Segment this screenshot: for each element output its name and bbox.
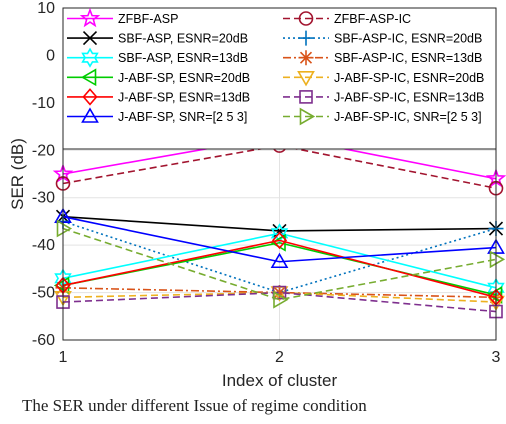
legend-marker-zfbf-asp	[79, 7, 101, 28]
y-tick-label: -30	[32, 190, 55, 207]
series-j-abf-sp-ic-snr-2-5-3	[56, 219, 506, 309]
x-tick-label: 3	[492, 349, 501, 366]
legend-box	[62, 7, 497, 150]
legend-marker-sbf-asp-esnr-13db	[81, 47, 99, 68]
series-line-zfbf-asp-ic	[62, 144, 497, 190]
legend-label: J-ABF-SP, ESNR=20dB	[118, 71, 250, 85]
y-tick-label: 0	[46, 47, 55, 64]
legend-marker-j-abf-sp-ic-snr-2-5-3	[299, 107, 316, 126]
legend-marker-sbf-asp-ic-esnr-13db	[298, 50, 314, 66]
legend-label: J-ABF-SP, ESNR=13dB	[118, 90, 250, 104]
data-point-sbf-asp-ic-esnr-13db	[272, 285, 287, 301]
legend-entry-sbf-asp-esnr-20db: SBF-ASP, ESNR=20dB	[67, 31, 248, 46]
x-tick-label: 1	[59, 349, 68, 366]
data-point-j-abf-sp-snr-2-5-3	[270, 252, 289, 269]
legend-entry-sbf-asp-ic-esnr-20db: SBF-ASP-IC, ESNR=20dB	[283, 30, 482, 46]
legend-marker-zfbf-asp-ic	[298, 11, 314, 26]
legend-entry-j-abf-sp-esnr-13db: J-ABF-SP, ESNR=13dB	[67, 88, 250, 106]
y-tick-label: -10	[32, 95, 55, 112]
series-line-j-abf-sp-esnr-13db	[62, 239, 497, 299]
legend: ZFBF-ASP ZFBF-ASP-IC SBF-ASP, ESNR=20dB SBF…	[62, 7, 497, 150]
legend-label: ZFBF-ASP	[118, 12, 178, 26]
legend-marker-j-abf-sp-esnr-13db	[82, 88, 98, 106]
y-axis-label: SER (dB)	[8, 138, 27, 210]
legend-entry-j-abf-sp-ic-esnr-20db: J-ABF-SP-IC, ESNR=20dB	[283, 71, 484, 87]
x-tick-label: 2	[275, 349, 284, 366]
data-point-j-abf-sp-ic-snr-2-5-3	[56, 219, 73, 238]
data-point-j-abf-sp-ic-snr-2-5-3	[273, 290, 289, 309]
legend-label: SBF-ASP, ESNR=13dB	[118, 51, 248, 65]
legend-entry-sbf-asp-esnr-13db: SBF-ASP, ESNR=13dB	[67, 47, 248, 68]
legend-label: SBF-ASP-IC, ESNR=13dB	[334, 51, 482, 65]
legend-entry-j-abf-sp-ic-esnr-13db: J-ABF-SP-IC, ESNR=13dB	[283, 90, 484, 104]
x-axis-label: Index of cluster	[222, 371, 338, 390]
legend-marker-sbf-asp-ic-esnr-20db	[298, 30, 314, 46]
data-point-j-abf-sp-ic-snr-2-5-3	[489, 250, 506, 269]
data-point-j-abf-sp-esnr-13db	[271, 231, 288, 250]
legend-label: J-ABF-SP, SNR=[2 5 3]	[118, 110, 247, 124]
figure-caption: The SER under different Issue of regime …	[22, 396, 367, 415]
legend-marker-j-abf-sp-ic-esnr-13db	[299, 90, 313, 104]
legend-marker-sbf-asp-esnr-20db	[82, 31, 98, 46]
tick-labels: 10 0 -10 -20 -30 -40 -50 -601 2 3	[32, 0, 501, 366]
legend-entry-sbf-asp-ic-esnr-13db: SBF-ASP-IC, ESNR=13dB	[283, 50, 482, 66]
legend-marker-j-abf-sp-snr-2-5-3	[81, 107, 99, 123]
y-tick-label: -40	[32, 237, 55, 254]
legend-entry-zfbf-asp-ic: ZFBF-ASP-IC	[283, 11, 411, 26]
y-tick-label: 10	[37, 0, 55, 17]
series-line-j-abf-sp-ic-esnr-13db	[62, 291, 497, 313]
legend-entry-j-abf-sp-esnr-20db: J-ABF-SP, ESNR=20dB	[67, 68, 250, 87]
legend-entry-zfbf-asp: ZFBF-ASP	[67, 7, 178, 28]
legend-label: ZFBF-ASP-IC	[334, 12, 411, 26]
legend-label: SBF-ASP-IC, ESNR=20dB	[334, 32, 482, 46]
series-line-j-abf-sp-snr-2-5-3	[62, 215, 497, 263]
y-tick-label: -60	[32, 332, 55, 349]
legend-label: SBF-ASP, ESNR=20dB	[118, 32, 248, 46]
legend-entry-j-abf-sp-snr-2-5-3: J-ABF-SP, SNR=[2 5 3]	[67, 107, 247, 124]
y-tick-label: -20	[32, 142, 55, 159]
legend-label: J-ABF-SP-IC, SNR=[2 5 3]	[334, 110, 482, 124]
data-point-sbf-asp-esnr-13db	[270, 223, 289, 244]
legend-marker-j-abf-sp-ic-esnr-20db	[297, 71, 315, 87]
y-tick-label: -50	[32, 285, 55, 302]
series-line-j-abf-sp-ic-esnr-20db	[62, 291, 497, 303]
legend-label: J-ABF-SP-IC, ESNR=13dB	[334, 90, 484, 104]
series-line-sbf-asp-ic-esnr-20db	[62, 220, 497, 294]
legend-label: J-ABF-SP-IC, ESNR=20dB	[334, 71, 484, 85]
legend-entry-j-abf-sp-ic-snr-2-5-3: J-ABF-SP-IC, SNR=[2 5 3]	[283, 107, 482, 126]
ser-line-chart: 10 0 -10 -20 -30 -40 -50 -601 2 3 Index of cluste…	[8, 0, 506, 390]
series-line-j-abf-sp-ic-snr-2-5-3	[62, 227, 497, 301]
legend-marker-j-abf-sp-esnr-20db	[80, 68, 97, 87]
